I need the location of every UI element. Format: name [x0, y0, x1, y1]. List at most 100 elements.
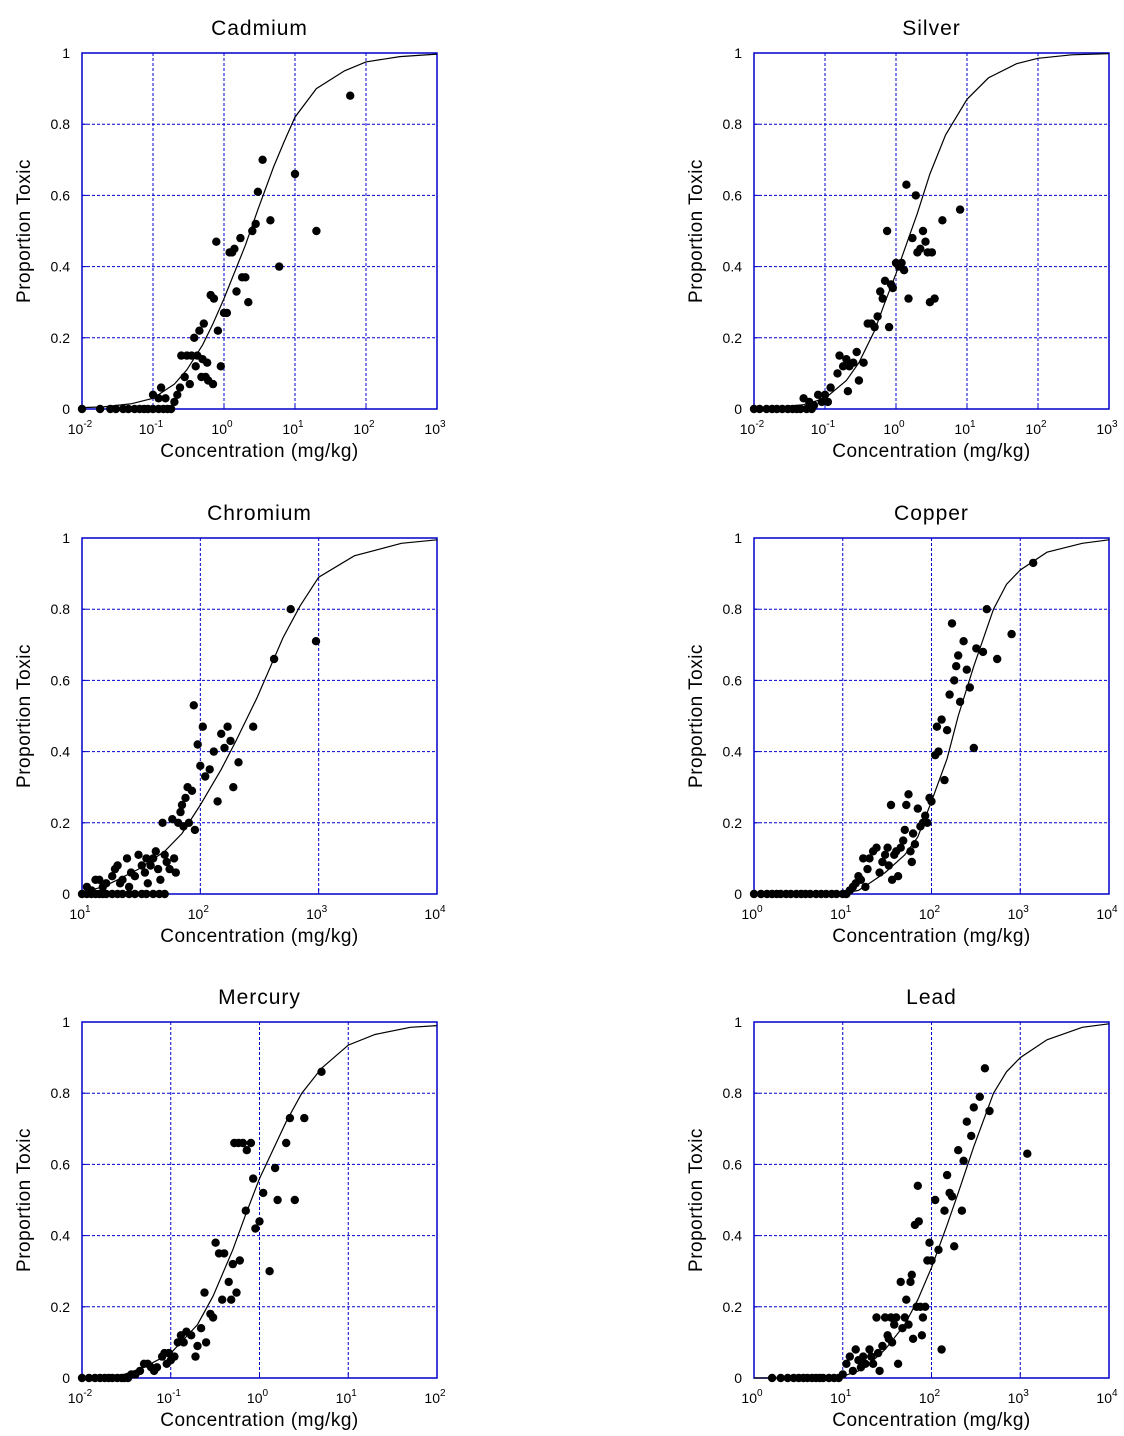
- data-point: [213, 797, 222, 806]
- x-tick-base: 10: [188, 906, 204, 922]
- data-point: [859, 1352, 868, 1361]
- data-point: [883, 843, 892, 852]
- x-tick-label: 102: [919, 904, 941, 922]
- data-point: [205, 765, 214, 774]
- data-point: [859, 854, 868, 863]
- x-tick-base: 10: [306, 906, 322, 922]
- data-point: [820, 390, 830, 399]
- data-point: [102, 879, 111, 888]
- data-point: [952, 662, 961, 671]
- y-tick-label: 0.2: [723, 1299, 743, 1315]
- data-point: [861, 1359, 870, 1369]
- data-point: [235, 1256, 244, 1265]
- data-point: [985, 1106, 994, 1116]
- data-point: [249, 1174, 258, 1183]
- x-tick-label: 101: [954, 419, 976, 437]
- y-tick-label: 0.6: [723, 672, 743, 688]
- data-point: [959, 637, 968, 646]
- x-tick-base: 10: [1096, 421, 1112, 437]
- data-point: [200, 1288, 209, 1297]
- data-point: [161, 394, 170, 403]
- data-point: [870, 322, 879, 332]
- y-tick-label: 0.4: [723, 1228, 743, 1244]
- x-tick-base: 10: [139, 421, 155, 437]
- data-point: [875, 1366, 884, 1376]
- data-point: [218, 1295, 227, 1304]
- data-point: [940, 1206, 949, 1215]
- x-tick-label: 10-2: [68, 419, 93, 437]
- x-tick-label: 101: [282, 419, 304, 437]
- x-tick-exponent: 1: [298, 419, 304, 430]
- data-point: [230, 244, 239, 253]
- y-tick-label: 0.4: [51, 259, 71, 275]
- data-point: [208, 1313, 218, 1322]
- data-point: [917, 1331, 927, 1340]
- data-point: [938, 216, 947, 225]
- data-point: [312, 226, 321, 236]
- data-point: [849, 358, 858, 367]
- data-point: [285, 1113, 295, 1123]
- x-axis-label: Concentration (mg/kg): [160, 926, 358, 947]
- x-tick-base: 10: [741, 906, 757, 922]
- data-point: [160, 889, 169, 899]
- data-point: [934, 747, 943, 756]
- data-point: [238, 1138, 248, 1148]
- y-tick-label: 1: [734, 1014, 742, 1030]
- data-point: [945, 690, 954, 699]
- data-point: [925, 1238, 934, 1247]
- data-point: [140, 868, 150, 877]
- data-point: [851, 1345, 860, 1354]
- data-point: [165, 864, 174, 874]
- data-point: [899, 266, 909, 275]
- data-point: [108, 872, 117, 881]
- y-axis-label: Proportion Toxic: [14, 1128, 35, 1272]
- data-point: [124, 404, 133, 414]
- plot-frame: [81, 52, 438, 410]
- data-point: [955, 205, 965, 214]
- x-tick-exponent: 2: [935, 1388, 941, 1399]
- data-point: [947, 1192, 957, 1201]
- y-tick-label: 0.2: [51, 815, 71, 831]
- data-point: [146, 861, 155, 870]
- data-point: [934, 1245, 943, 1255]
- data-point: [896, 1277, 905, 1287]
- data-point: [865, 1345, 874, 1354]
- data-point: [888, 283, 897, 293]
- fitted-curve: [81, 53, 438, 409]
- data-point: [229, 783, 238, 792]
- data-point: [173, 390, 182, 399]
- data-point: [813, 390, 823, 399]
- data-point: [887, 1338, 897, 1347]
- data-point: [878, 857, 887, 867]
- data-point: [908, 829, 918, 838]
- data-point: [170, 397, 179, 407]
- data-point: [809, 401, 819, 410]
- x-tick-exponent: 1: [85, 904, 91, 915]
- data-point: [273, 1195, 282, 1205]
- x-tick-label: 10-2: [68, 1388, 93, 1406]
- data-point: [1029, 558, 1038, 568]
- y-tick-label: 0.8: [723, 1085, 743, 1101]
- y-tick-label: 0.6: [51, 1156, 71, 1172]
- x-tick-base: 10: [1096, 906, 1112, 922]
- x-tick-label: 100: [211, 419, 233, 437]
- data-point: [77, 1373, 87, 1383]
- data-point: [823, 397, 833, 407]
- data-point: [286, 605, 295, 614]
- data-point: [908, 233, 917, 243]
- data-point: [181, 793, 190, 803]
- data-point: [190, 825, 200, 835]
- data-point: [180, 372, 189, 382]
- data-point: [899, 836, 908, 845]
- data-point: [947, 619, 957, 628]
- x-tick-base: 10: [1025, 421, 1041, 437]
- data-point: [872, 843, 881, 852]
- data-point: [931, 1195, 940, 1205]
- x-tick-base: 10: [830, 1390, 846, 1406]
- data-point: [118, 875, 127, 884]
- y-tick-label: 0.2: [723, 815, 743, 831]
- data-point: [149, 889, 158, 899]
- x-tick-base: 10: [919, 1390, 935, 1406]
- data-point: [248, 226, 257, 236]
